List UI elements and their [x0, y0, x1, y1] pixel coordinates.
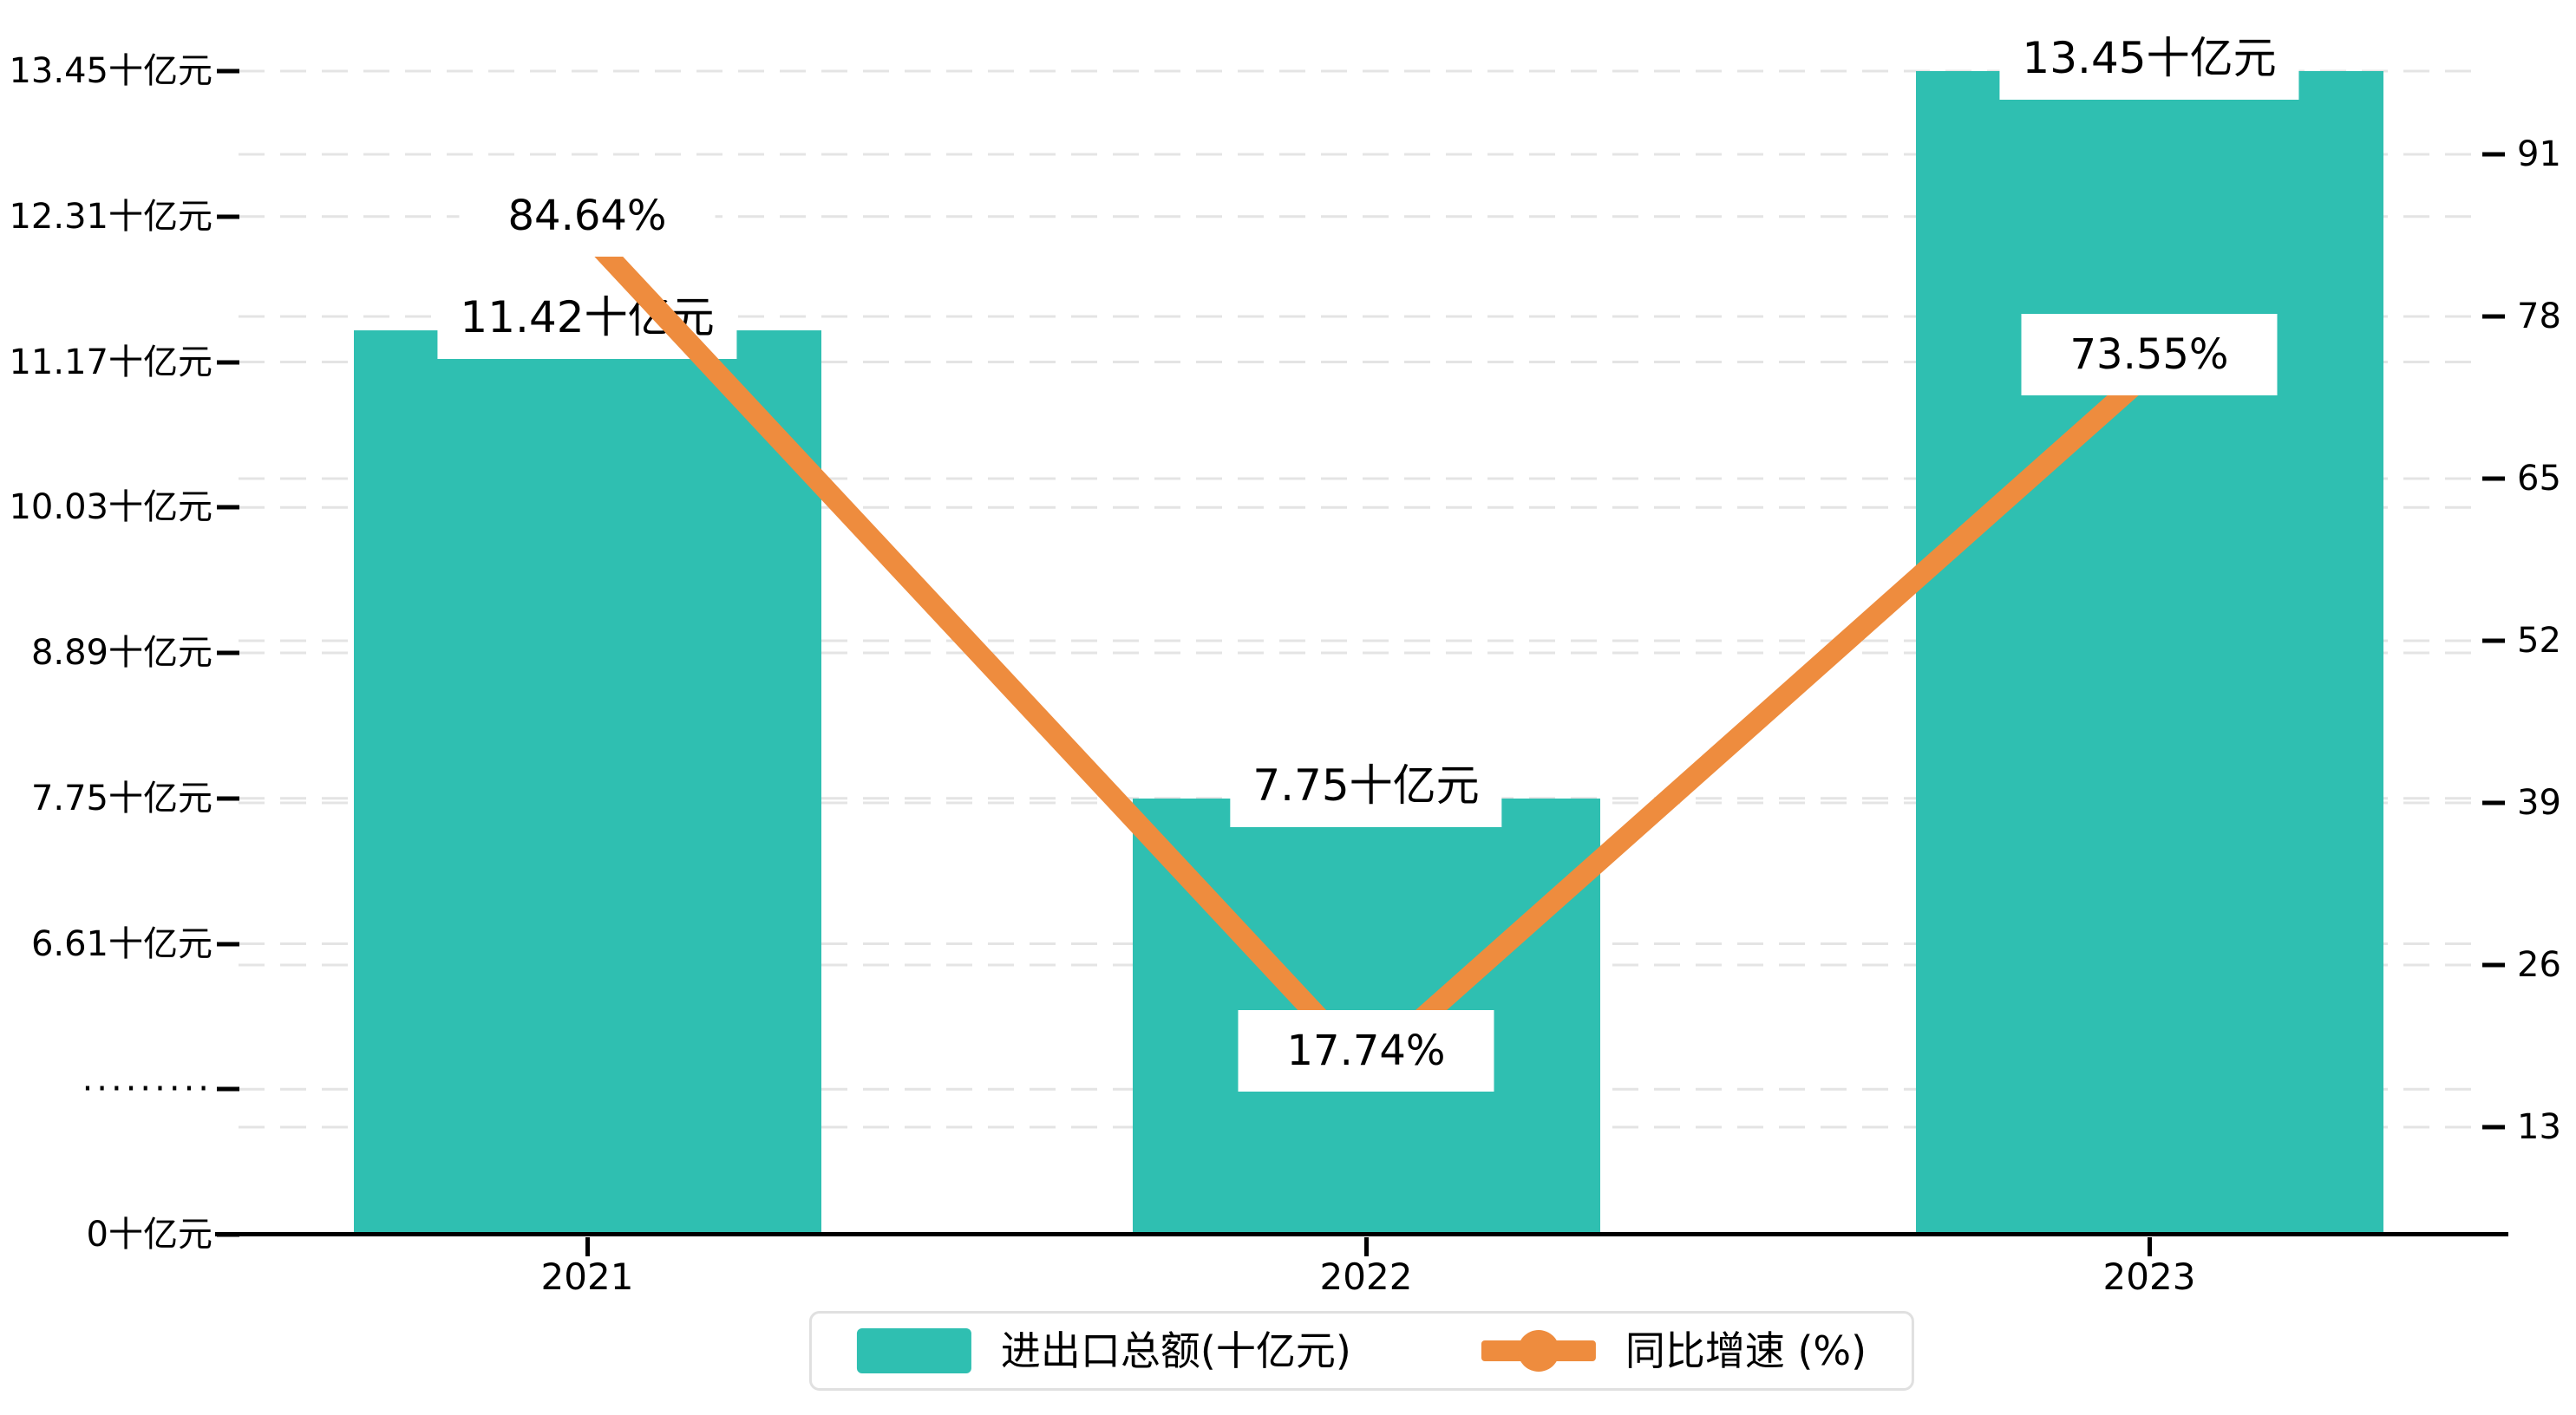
x-axis-tick-mark: [585, 1237, 590, 1256]
left-axis-tick-mark: [217, 214, 239, 219]
right-axis-tick-label: 13: [2517, 1107, 2561, 1147]
legend-label-bar-series: 进出口总额(十亿元): [1000, 1327, 1351, 1374]
left-axis-tick-mark: [217, 796, 239, 801]
right-axis-tick-label: 26: [2517, 945, 2561, 985]
right-axis-tick-mark: [2482, 962, 2505, 968]
right-axis-tick-label: 78: [2517, 297, 2561, 336]
left-axis-tick-mark: [217, 942, 239, 946]
right-axis-tick-mark: [2482, 152, 2505, 157]
legend-item-line-series[interactable]: 同比增速 (%): [1481, 1328, 1867, 1373]
left-axis-tick-label: 11.17十亿元: [9, 342, 212, 382]
line-swatch-dot: [1517, 1330, 1559, 1372]
left-axis-tick-label: 8.89十亿元: [30, 633, 212, 673]
left-axis-tick-label: 7.75十亿元: [30, 778, 212, 818]
left-axis-tick-mark: [217, 650, 239, 655]
legend: 进出口总额(十亿元) 同比增速 (%): [808, 1311, 1915, 1391]
right-axis-tick-mark: [2482, 314, 2505, 319]
growth-label-2021: 84.64%: [459, 175, 716, 258]
line-series-swatch-icon: [1481, 1328, 1596, 1373]
left-axis-tick-mark: [217, 68, 239, 74]
right-axis-tick-label: 52: [2517, 621, 2561, 661]
bar-series-swatch-icon: [856, 1328, 971, 1373]
x-axis-tick-mark: [1364, 1237, 1369, 1256]
x-axis-label-2022[interactable]: 2022: [1319, 1255, 1413, 1298]
right-axis-tick-mark: [2482, 1125, 2505, 1130]
left-axis-tick-label: 0十亿元: [86, 1215, 212, 1255]
legend-label-line-series: 同比增速 (%): [1625, 1327, 1867, 1374]
bar-value-label-2023: 13.45十亿元: [1999, 16, 2299, 100]
x-axis-tick-mark: [2148, 1237, 2152, 1256]
x-axis-label-2023[interactable]: 2023: [2102, 1255, 2196, 1298]
legend-item-bar-series[interactable]: 进出口总额(十亿元): [856, 1327, 1351, 1374]
left-axis-tick-mark: [217, 1086, 239, 1092]
left-axis-tick-mark: [217, 360, 239, 364]
left-axis-tick-label: 6.61十亿元: [30, 923, 212, 964]
left-axis-tick-mark: [217, 505, 239, 510]
growth-label-2023: 73.55%: [2021, 314, 2278, 395]
right-axis-tick-label: 65: [2517, 459, 2561, 499]
left-axis-tick-label: 13.45十亿元: [9, 51, 212, 91]
right-axis-tick-mark: [2482, 476, 2505, 481]
x-axis-line: [215, 1232, 2508, 1236]
x-axis-label-2021[interactable]: 2021: [540, 1255, 634, 1298]
right-axis-tick-label: 91: [2517, 134, 2561, 174]
growth-label-2022: 17.74%: [1238, 1009, 1494, 1092]
right-axis-tick-mark: [2482, 800, 2505, 805]
right-axis-tick-mark: [2482, 638, 2505, 643]
left-axis-break-symbol: ·········: [82, 1069, 212, 1110]
left-axis-tick-label: 10.03十亿元: [9, 487, 212, 528]
left-axis-tick-label: 12.31十亿元: [9, 196, 212, 237]
right-axis-tick-label: 39: [2517, 783, 2561, 823]
